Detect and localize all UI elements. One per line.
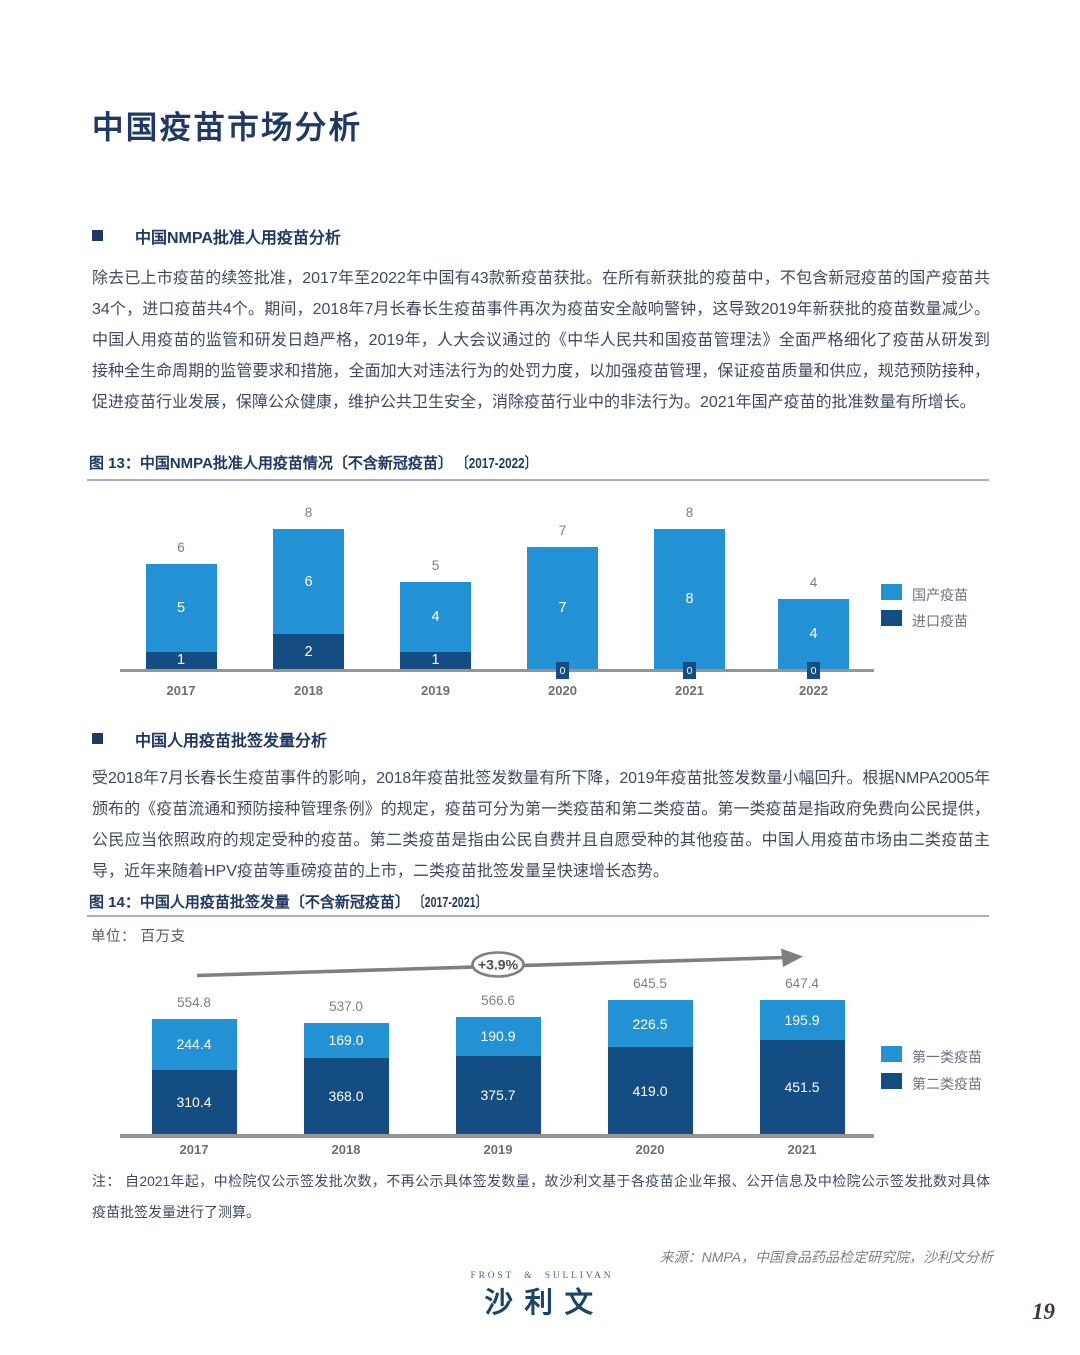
svg-text:+3.9%: +3.9%	[478, 957, 519, 973]
